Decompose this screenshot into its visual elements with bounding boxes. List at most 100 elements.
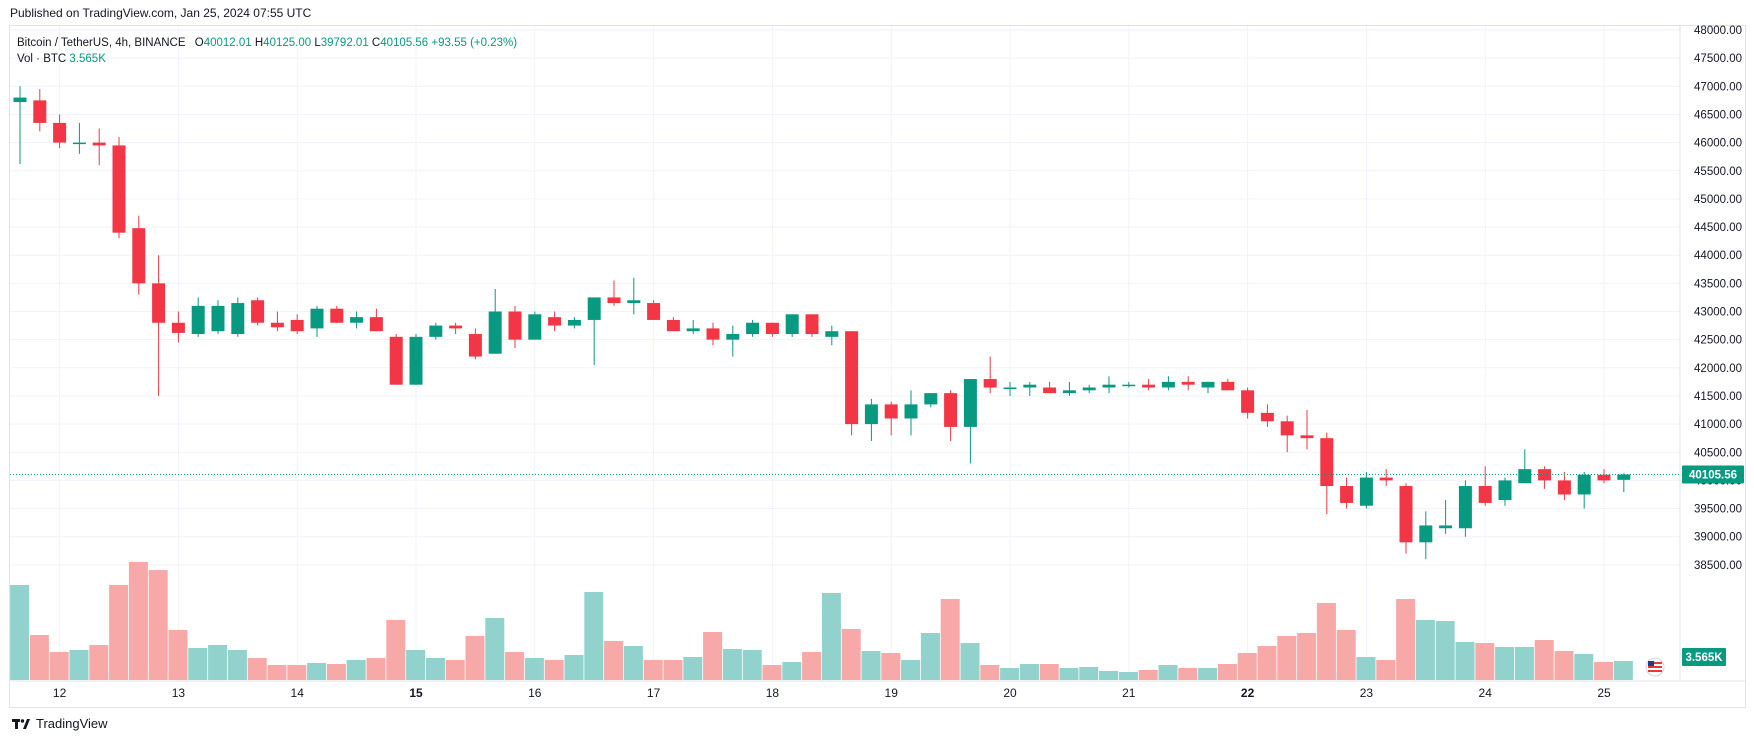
candle-body: [92, 142, 106, 146]
x-tick-label: 15: [409, 686, 423, 700]
candle-body: [726, 334, 740, 340]
candle-body: [1518, 469, 1532, 484]
candle-body: [607, 297, 621, 304]
y-tick-label: 45500.00: [1694, 166, 1742, 178]
volume-bar: [802, 652, 822, 680]
candle-body: [1617, 474, 1631, 480]
volume-bar: [1277, 636, 1297, 680]
candle-body: [1359, 477, 1373, 506]
candle-body: [904, 404, 918, 419]
candle-body: [132, 228, 146, 284]
volume-bar: [188, 648, 208, 680]
volume-bar: [505, 652, 525, 680]
candle-body: [1241, 390, 1255, 413]
candle-body: [1181, 381, 1195, 385]
volume-bar: [10, 585, 30, 680]
volume-bar: [1316, 603, 1336, 680]
candle-body: [528, 314, 542, 340]
volume-bar: [49, 652, 69, 680]
published-caption: Published on TradingView.com, Jan 25, 20…: [10, 6, 312, 20]
volume-bar: [1396, 599, 1416, 680]
x-tick-label: 12: [53, 686, 67, 700]
footer: TradingView: [12, 716, 108, 731]
volume-bar: [1356, 657, 1376, 680]
volume-bar: [485, 618, 505, 680]
candle-body: [1399, 486, 1413, 543]
candle-body: [666, 319, 680, 332]
volume-bar: [722, 649, 742, 680]
candle-body: [191, 305, 205, 335]
candle-body: [1023, 384, 1037, 388]
candle-body: [1221, 381, 1235, 391]
volume-bar: [386, 620, 406, 680]
candle-body: [864, 404, 878, 425]
volume-bar: [1594, 662, 1614, 680]
candle-body: [884, 404, 898, 419]
volume-bar: [346, 660, 366, 680]
candle-body: [1577, 474, 1591, 495]
volume-bar: [1475, 643, 1495, 680]
last-price-badge: [1682, 465, 1744, 484]
y-tick-label: 39500.00: [1694, 504, 1742, 516]
candle-body: [785, 314, 799, 335]
volume-bar: [564, 655, 584, 680]
candle-body: [350, 317, 364, 323]
volume-bar: [168, 630, 188, 680]
volume-bar: [1079, 667, 1099, 680]
y-tick-label: 40500.00: [1694, 447, 1742, 459]
volume-bar: [901, 660, 921, 680]
volume-bar: [841, 629, 861, 680]
candle-body: [429, 325, 443, 337]
volume-bar: [643, 660, 663, 680]
y-tick-label: 43500.00: [1694, 278, 1742, 290]
volume-bar: [544, 660, 564, 680]
candle-body: [1439, 525, 1453, 529]
volume-bar: [29, 635, 49, 680]
candle-body: [647, 303, 661, 320]
volume-bar: [1118, 672, 1138, 680]
volume-bar: [1178, 668, 1198, 680]
volume-bar: [1554, 651, 1574, 680]
volume-bar: [1059, 668, 1079, 680]
volume-bar: [1158, 665, 1178, 680]
us-flag-icon[interactable]: [1645, 657, 1665, 677]
volume-bar: [1574, 654, 1594, 680]
chart-legend: Bitcoin / TetherUS, 4h, BINANCE O40012.0…: [17, 35, 517, 67]
x-tick-label: 25: [1597, 686, 1611, 700]
volume-bar: [1455, 642, 1475, 680]
volume-bar: [980, 665, 1000, 680]
legend-low-label: L: [314, 37, 321, 49]
x-tick-label: 18: [766, 686, 780, 700]
candle-body: [1280, 421, 1294, 436]
y-tick-label: 48000.00: [1694, 25, 1742, 37]
x-tick-label: 19: [885, 686, 899, 700]
legend-change: +93.55 (+0.23%): [431, 37, 518, 49]
last-volume-label: 3.565K: [1685, 652, 1723, 664]
candle-body: [389, 336, 403, 385]
x-tick-label: 21: [1122, 686, 1136, 700]
y-tick-label: 45000.00: [1694, 194, 1742, 206]
volume-bar: [960, 643, 980, 680]
candle-body: [211, 305, 225, 332]
y-tick-label: 38500.00: [1694, 560, 1742, 572]
y-tick-label: 43000.00: [1694, 307, 1742, 319]
candle-body: [924, 393, 938, 405]
y-tick-label: 44000.00: [1694, 250, 1742, 262]
candle-body: [251, 300, 265, 323]
x-tick-label: 16: [528, 686, 542, 700]
x-tick-label: 13: [172, 686, 186, 700]
volume-bar: [1297, 633, 1317, 680]
y-tick-label: 47500.00: [1694, 53, 1742, 65]
volume-bar: [1415, 620, 1435, 680]
candle-body: [369, 317, 383, 332]
candle-body: [587, 297, 601, 320]
chart-frame[interactable]: [9, 25, 1746, 708]
volume-bar: [465, 636, 485, 680]
volume-bar: [89, 645, 109, 680]
legend-high-label: H: [254, 37, 264, 49]
candle-body: [1102, 384, 1116, 388]
volume-bar: [128, 562, 148, 680]
x-tick-label: 14: [291, 686, 305, 700]
candle-body: [1142, 384, 1156, 388]
